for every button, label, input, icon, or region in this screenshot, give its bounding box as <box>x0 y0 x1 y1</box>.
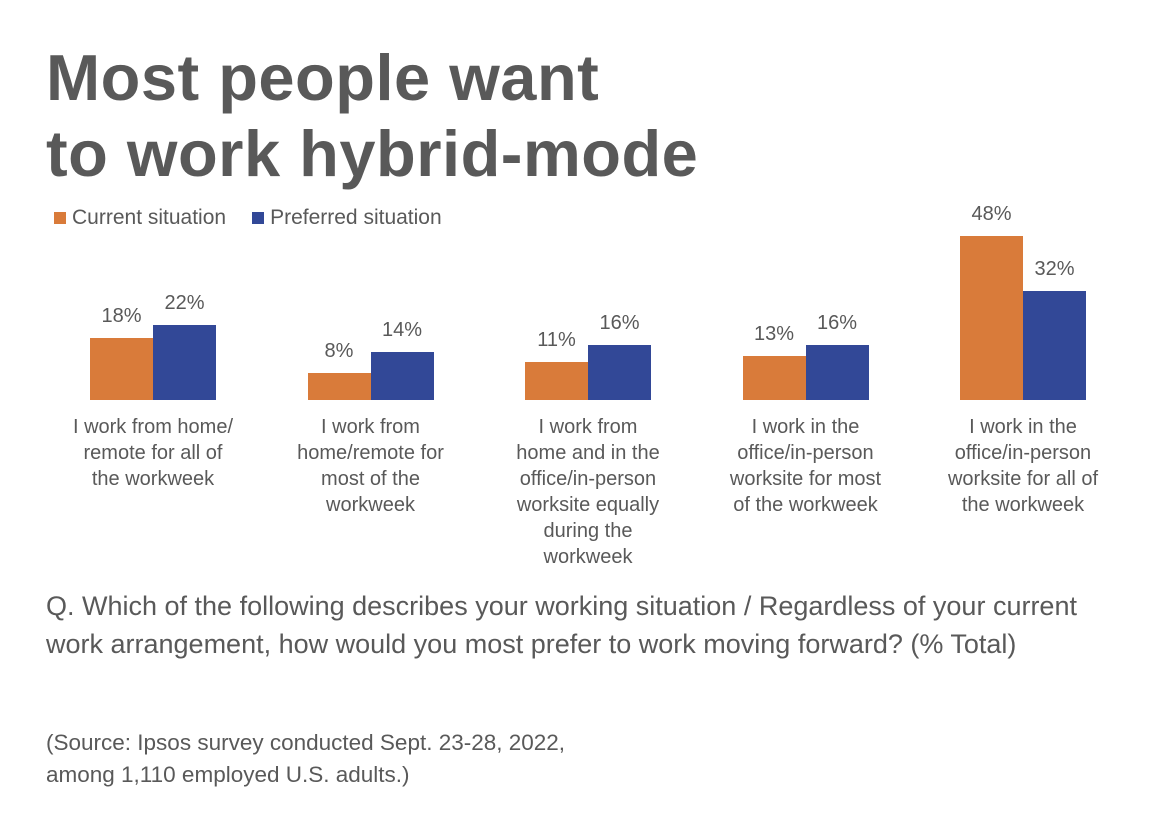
legend-item-preferred: Preferred situation <box>252 206 442 230</box>
data-label: 13% <box>753 322 795 345</box>
chart-title: Most people want to work hybrid-mode <box>46 41 699 190</box>
category-label: I work in the office/in-person worksite … <box>729 416 882 516</box>
source-note: (Source: Ipsos survey conducted Sept. 23… <box>46 730 566 787</box>
category-label: I work from home and in the office/in-pe… <box>516 416 660 568</box>
bar-preferred <box>370 352 434 400</box>
data-label: 16% <box>816 312 858 335</box>
legend-label: Preferred situation <box>270 206 442 229</box>
bar-current <box>960 235 1023 400</box>
legend-label: Current situation <box>72 206 227 229</box>
data-label: 16% <box>599 312 640 335</box>
survey-question: Q. Which of the following describes your… <box>46 591 1077 659</box>
legend: Current situation Preferred situation <box>54 206 442 230</box>
data-label: 11% <box>537 329 576 352</box>
bar-current <box>307 372 371 400</box>
legend-swatch-preferred <box>252 212 265 224</box>
category-label: I work in the office/in-person worksite … <box>947 416 1099 516</box>
bar-current <box>90 338 153 400</box>
bar-current <box>525 362 588 400</box>
bar-preferred <box>588 345 651 400</box>
data-label: 18% <box>101 305 142 328</box>
data-label: 14% <box>381 319 423 342</box>
data-label: 48% <box>971 202 1012 225</box>
bar-preferred <box>1023 290 1086 400</box>
category-label: I work from home/remote for most of the … <box>297 416 444 516</box>
legend-swatch-current <box>54 212 66 224</box>
bar-preferred <box>153 324 216 400</box>
category-label: I work from home/ remote for all of the … <box>72 416 234 490</box>
legend-item-current: Current situation <box>54 206 226 230</box>
data-label: 22% <box>164 291 205 314</box>
data-label: 32% <box>1034 257 1075 280</box>
data-label: 8% <box>324 339 354 362</box>
bar-current <box>742 355 806 400</box>
bar-preferred <box>805 345 869 400</box>
